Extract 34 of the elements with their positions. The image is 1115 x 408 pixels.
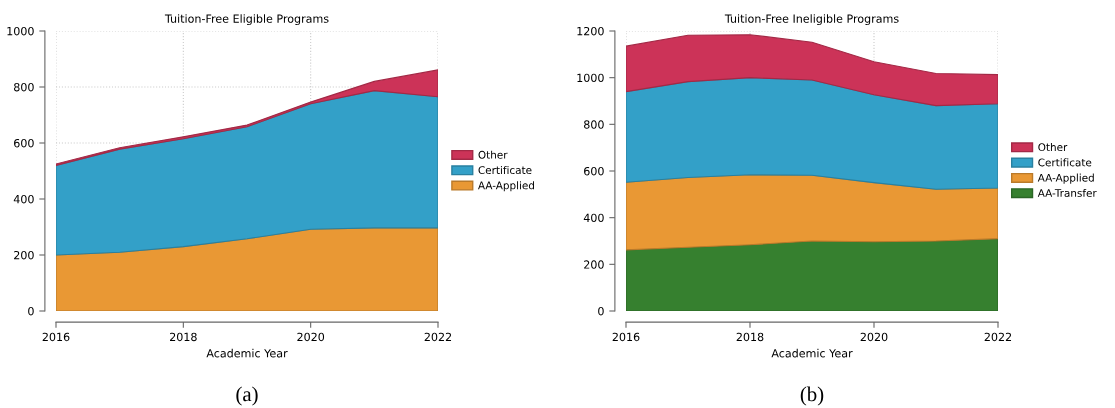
x-tick-label: 2016 bbox=[42, 332, 70, 342]
x-axis-title: Academic Year bbox=[771, 348, 853, 358]
y-tick-label: 800 bbox=[14, 82, 34, 92]
legend-label: Certificate bbox=[478, 165, 532, 175]
y-tick-label: 600 bbox=[584, 166, 604, 176]
x-tick-label: 2018 bbox=[170, 332, 197, 342]
legend-label: AA-Applied bbox=[478, 181, 534, 192]
chart-title: Tuition-Free Eligible Programs bbox=[164, 14, 329, 25]
y-tick-label: 1200 bbox=[577, 26, 604, 36]
text: (a) bbox=[236, 386, 258, 406]
y-tick-label: 600 bbox=[14, 138, 34, 148]
x-tick-label: 2016 bbox=[612, 332, 640, 342]
x-tick-label: 2018 bbox=[736, 332, 764, 342]
x-tick-label: 2020 bbox=[860, 332, 888, 342]
legend-label: Other bbox=[1038, 143, 1068, 152]
y-tick-label: 400 bbox=[13, 194, 34, 204]
y-tick-label: 1000 bbox=[7, 26, 34, 36]
y-tick-label: 1000 bbox=[577, 73, 604, 83]
legend-label: AA-Transfer bbox=[1037, 188, 1097, 197]
y-tick-label: 200 bbox=[14, 250, 34, 260]
y-tick-label: 800 bbox=[584, 120, 604, 129]
y-tick-label: 0 bbox=[28, 306, 34, 316]
chart-title: Tuition-Free Ineligible Programs bbox=[724, 14, 899, 25]
legend-label: AA-Applied bbox=[1037, 173, 1094, 184]
x-tick-label: 2022 bbox=[424, 332, 452, 342]
x-axis-title: Academic Year bbox=[206, 348, 288, 358]
y-tick-label: 400 bbox=[583, 213, 604, 223]
y-tick-label: 200 bbox=[584, 260, 604, 269]
y-tick-label: 0 bbox=[598, 306, 604, 316]
text: (b) bbox=[800, 386, 824, 406]
legend-label: Other bbox=[478, 150, 508, 159]
x-tick-label: 2022 bbox=[984, 332, 1012, 342]
legend-label: Certificate bbox=[1038, 158, 1092, 167]
x-tick-label: 2020 bbox=[297, 332, 325, 342]
